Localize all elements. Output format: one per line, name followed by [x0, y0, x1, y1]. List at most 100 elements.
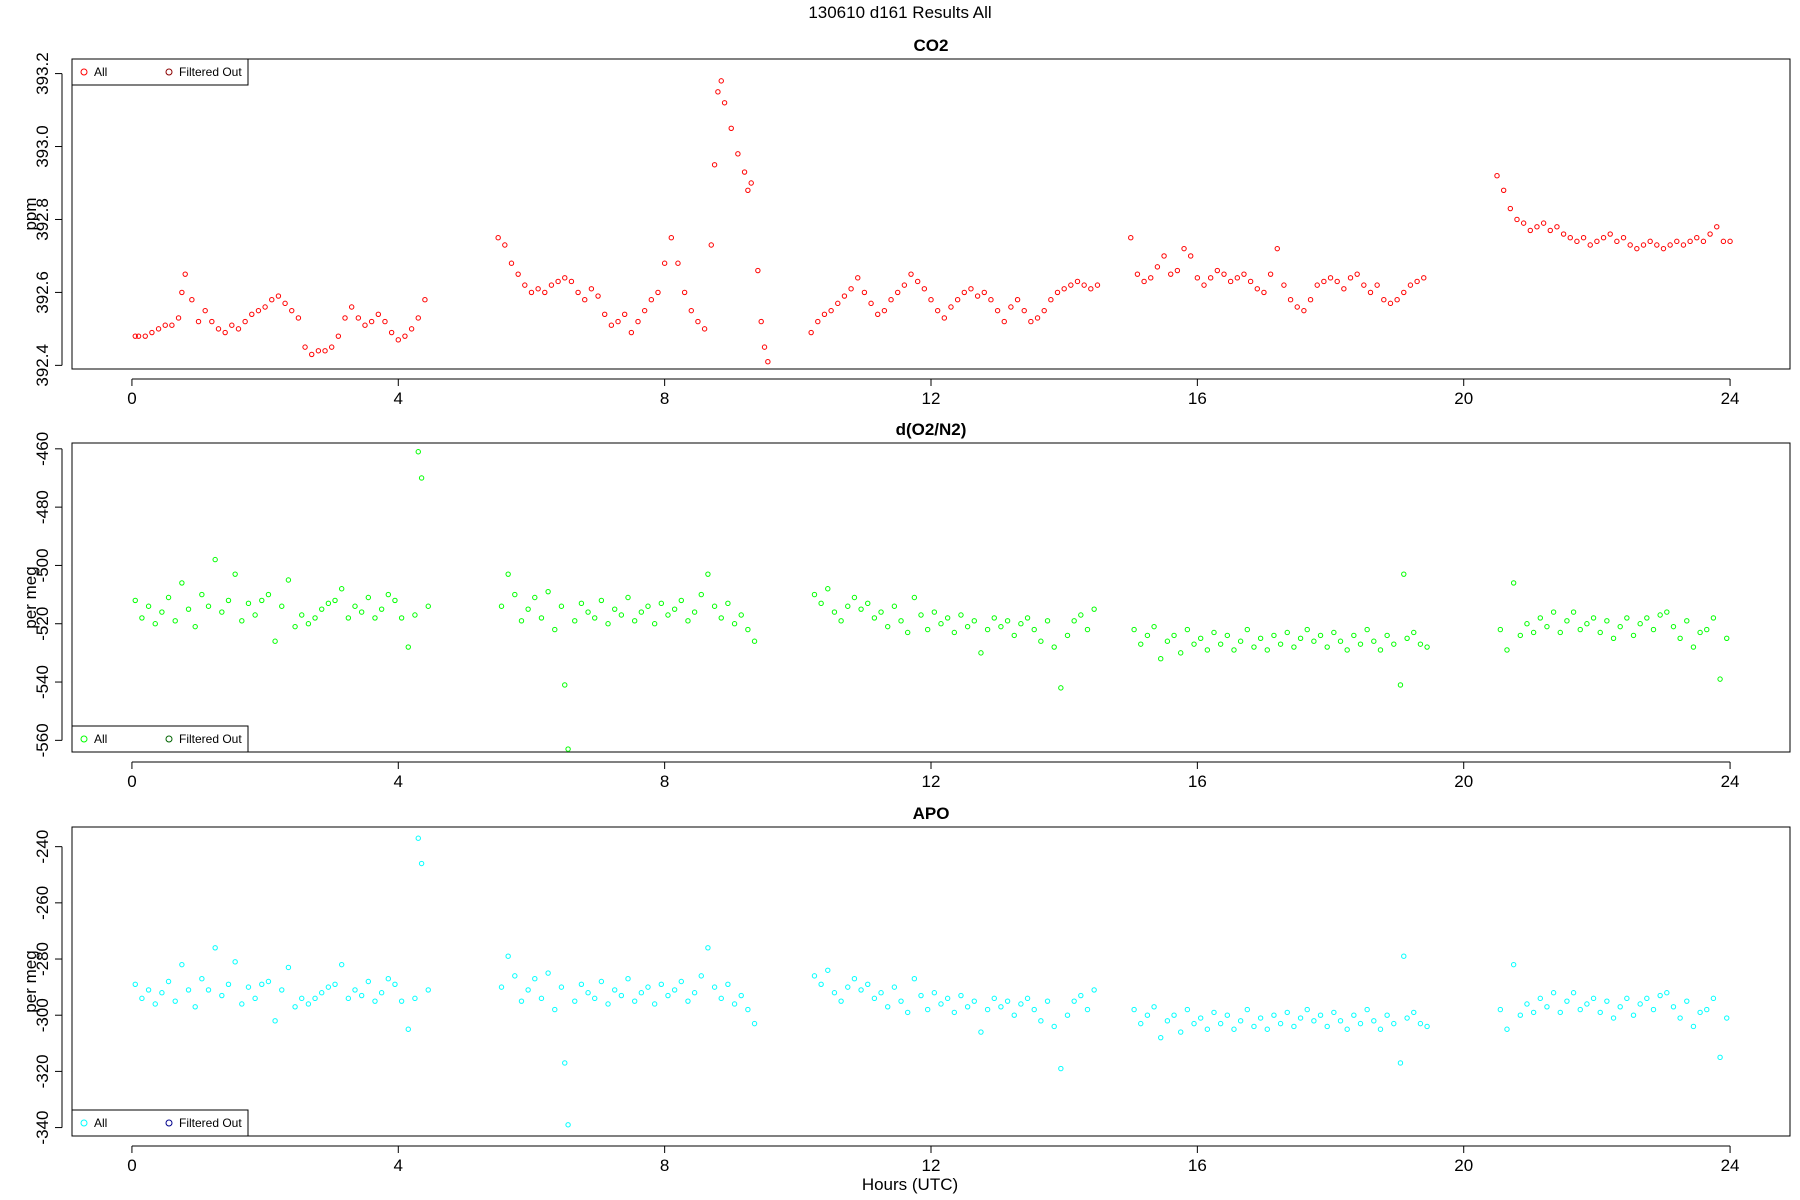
- co2-data-point: [222, 329, 228, 336]
- o2-n2-data-point: [911, 594, 918, 601]
- apo-data-point: [1637, 1001, 1643, 1007]
- apo-y-tick-label: -280: [33, 942, 52, 976]
- o2-n2-data-point: [1497, 626, 1504, 633]
- co2-data-point: [954, 297, 961, 303]
- co2-data-point: [502, 242, 508, 248]
- co2-legend-box: [71, 58, 249, 86]
- o2-n2-data-point: [179, 580, 185, 586]
- o2-n2-data-point: [1530, 629, 1537, 636]
- apo-data-point: [911, 975, 918, 982]
- co2-y-tick-label: 392.4: [33, 344, 52, 387]
- apo-data-point: [345, 995, 352, 1002]
- co2-data-point: [1148, 275, 1154, 281]
- o2-n2-data-point: [1144, 632, 1151, 639]
- co2-data-point: [1500, 187, 1507, 193]
- co2-data-point: [1674, 238, 1680, 245]
- co2-data-point: [1520, 220, 1527, 226]
- co2-data-point: [1068, 282, 1074, 288]
- o2-n2-data-point: [1151, 623, 1157, 630]
- apo-data-point: [871, 995, 878, 1002]
- o2-n2-data-point: [891, 603, 898, 609]
- co2-data-point: [948, 304, 954, 310]
- o2-n2-data-point: [1664, 609, 1670, 615]
- o2-n2-data-point: [1277, 641, 1284, 647]
- co2-legend-label: All: [94, 65, 107, 79]
- o2-n2-data-point: [731, 621, 738, 627]
- co2-data-point: [901, 282, 908, 288]
- o2-n2-data-point: [1004, 618, 1011, 624]
- o2-n2-data-point: [818, 600, 824, 607]
- o2-n2-data-point: [398, 615, 405, 621]
- o2-n2-data-point: [285, 577, 292, 583]
- panel-co2: CO2 ppm 0 4 8 12 16 20 24 392.4 392.6 392.8 393.0 393…: [21, 36, 1791, 408]
- apo-data-point: [1084, 1006, 1091, 1013]
- apo-data-point: [1404, 1015, 1410, 1021]
- o2-n2-data-point: [998, 623, 1004, 630]
- co2-data-point: [1054, 289, 1061, 296]
- apo-data-point: [159, 990, 165, 996]
- co2-data-point: [621, 311, 628, 317]
- co2-data-point: [1074, 278, 1081, 285]
- co2-data-point: [282, 300, 288, 307]
- apo-data-point: [1078, 992, 1084, 999]
- o2-n2-data-point: [205, 603, 212, 609]
- co2-data-point: [535, 286, 541, 292]
- apo-data-point: [865, 981, 871, 988]
- apo-data-point: [1297, 1015, 1304, 1021]
- co2-data-point: [908, 271, 914, 277]
- co2-data-point: [1187, 253, 1194, 259]
- co2-data-point: [142, 333, 148, 339]
- apo-data-point: [292, 1004, 298, 1010]
- apo-data-point: [1178, 1029, 1184, 1035]
- apo-data-point: [711, 984, 718, 990]
- o2-n2-data-point: [1357, 641, 1364, 647]
- apo-data-point: [671, 987, 678, 993]
- apo-data-point: [618, 992, 625, 999]
- apo-data-point: [1710, 995, 1717, 1002]
- co2-data-point: [635, 318, 641, 325]
- o2-n2-x-tick-label: 16: [1188, 772, 1207, 791]
- o2-n2-data-point: [918, 612, 924, 618]
- co2-data-point: [1001, 318, 1007, 325]
- apo-data-point: [1151, 1004, 1157, 1010]
- apo-data-point: [1401, 953, 1407, 959]
- o2-n2-data-point: [412, 612, 418, 618]
- apo-x-tick-label: 8: [660, 1156, 669, 1175]
- apo-data-point: [305, 1001, 312, 1007]
- o2-n2-data-point: [352, 603, 358, 609]
- o2-n2-data-point: [1131, 626, 1137, 633]
- apo-data-point: [1604, 998, 1610, 1004]
- o2-n2-data-point: [1044, 618, 1051, 624]
- co2-data-point: [382, 318, 388, 325]
- o2-n2-data-point: [984, 626, 991, 633]
- o2-n2-data-point: [1557, 629, 1563, 636]
- o2-n2-data-point: [292, 623, 298, 630]
- o2-n2-data-point: [1304, 626, 1310, 633]
- o2-n2-data-point: [658, 600, 665, 607]
- apo-data-point: [1304, 1006, 1310, 1013]
- o2-n2-data-point: [711, 603, 718, 609]
- co2-data-point: [1194, 275, 1201, 281]
- o2-n2-data-point: [372, 615, 378, 621]
- co2-data-point: [1294, 304, 1300, 310]
- apo-data-point: [891, 984, 898, 990]
- o2-n2-data-point: [1051, 644, 1057, 650]
- apo-data-point: [1058, 1065, 1064, 1072]
- co2-data-point: [1201, 282, 1207, 288]
- o2-n2-data-point: [598, 597, 605, 604]
- o2-n2-data-point: [405, 644, 411, 650]
- o2-n2-data-point: [1371, 638, 1377, 644]
- co2-y-tick-label: 392.6: [33, 271, 52, 314]
- o2-n2-data-point: [725, 600, 731, 607]
- o2-n2-data-point: [1184, 626, 1191, 633]
- apo-data-point: [1617, 1004, 1623, 1010]
- apo-data-point: [378, 990, 385, 996]
- apo-legend: All Filtered Out: [71, 1109, 249, 1137]
- o2-n2-data-point: [1064, 632, 1071, 639]
- o2-n2-y-tick-label: -500: [33, 548, 52, 582]
- co2-data-point: [655, 289, 661, 296]
- o2-n2-data-point: [1677, 635, 1683, 642]
- apo-data-point: [1517, 1012, 1524, 1018]
- apo-data-point: [1351, 1012, 1357, 1018]
